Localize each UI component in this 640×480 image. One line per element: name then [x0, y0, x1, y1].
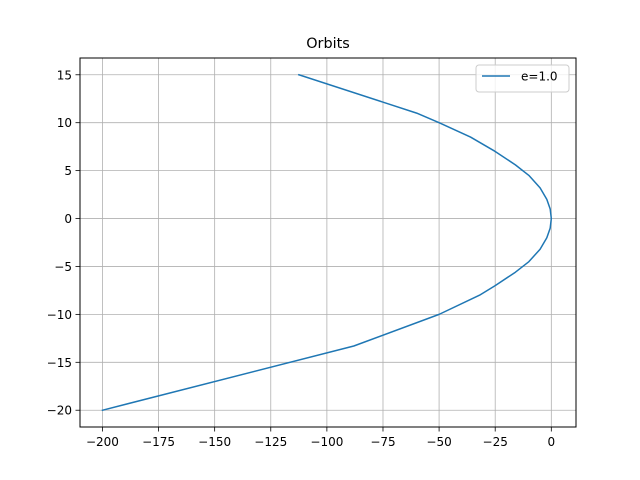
- y-tick-label: −15: [47, 356, 72, 370]
- x-tick-label: −175: [142, 435, 175, 449]
- x-tick-label: −125: [254, 435, 287, 449]
- grid: [80, 58, 576, 427]
- series-layer: [101, 73, 553, 412]
- y-tick-label: −10: [47, 308, 72, 322]
- y-axis-ticks: −20 −15 −10 −5 0 5 10 15: [47, 68, 80, 418]
- y-tick-label: 15: [57, 68, 72, 82]
- plot-frame: [79, 57, 577, 428]
- y-tick-label: 10: [57, 116, 72, 130]
- y-tick-label: 5: [64, 164, 72, 178]
- x-tick-label: −75: [370, 435, 395, 449]
- series-line-e1: [101, 73, 553, 412]
- x-tick-label: −150: [198, 435, 231, 449]
- legend-label: e=1.0: [521, 70, 558, 84]
- y-tick-label: 0: [64, 212, 72, 226]
- x-tick-label: −200: [86, 435, 119, 449]
- x-tick-label: −25: [483, 435, 508, 449]
- x-axis-ticks: −200 −175 −150 −125 −100 −75 −50 −25 0: [86, 427, 555, 449]
- legend: e=1.0: [475, 64, 570, 93]
- x-tick-label: 0: [547, 435, 555, 449]
- y-tick-label: −5: [54, 260, 72, 274]
- y-tick-label: −20: [47, 404, 72, 418]
- x-tick-label: −100: [310, 435, 343, 449]
- legend-box: [475, 64, 570, 93]
- chart-title: Orbits: [306, 36, 350, 52]
- x-tick-label: −50: [426, 435, 451, 449]
